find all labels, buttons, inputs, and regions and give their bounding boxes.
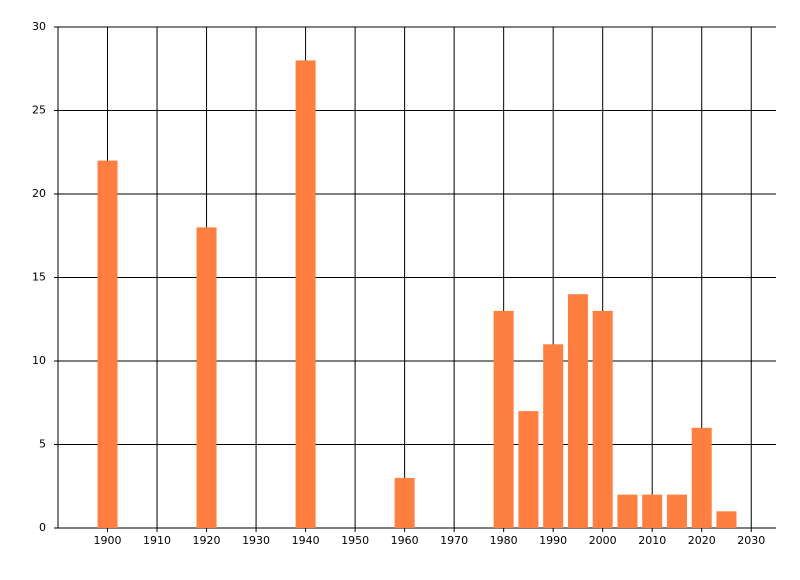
bar xyxy=(543,344,564,528)
y-tick-label: 25 xyxy=(32,104,46,117)
x-tick-label: 1960 xyxy=(391,534,419,547)
x-tick-label: 1970 xyxy=(440,534,468,547)
x-tick-label: 1940 xyxy=(292,534,320,547)
x-tick-label: 2030 xyxy=(737,534,765,547)
bar xyxy=(642,494,663,528)
bar xyxy=(394,477,415,528)
bar xyxy=(518,411,539,528)
bar xyxy=(592,310,613,528)
x-tick-label: 2000 xyxy=(589,534,617,547)
x-tick-label: 1990 xyxy=(539,534,567,547)
y-tick-label: 20 xyxy=(32,187,46,200)
x-tick-label: 1920 xyxy=(193,534,221,547)
bar xyxy=(97,160,118,528)
y-tick-label: 0 xyxy=(39,521,46,534)
bar xyxy=(666,494,687,528)
y-tick-label: 5 xyxy=(39,438,46,451)
bar xyxy=(295,60,316,529)
x-tick-label: 1900 xyxy=(94,534,122,547)
bar xyxy=(196,227,217,528)
y-tick-label: 10 xyxy=(32,354,46,367)
y-tick-label: 30 xyxy=(32,20,46,33)
x-tick-label: 1950 xyxy=(341,534,369,547)
bar xyxy=(567,294,588,528)
x-tick-label: 1930 xyxy=(242,534,270,547)
bar xyxy=(493,310,514,528)
x-tick-label: 2010 xyxy=(638,534,666,547)
x-tick-label: 1910 xyxy=(143,534,171,547)
y-tick-label: 15 xyxy=(32,271,46,284)
x-tick-label: 1980 xyxy=(490,534,518,547)
x-tick-label: 2020 xyxy=(688,534,716,547)
bar xyxy=(617,494,638,528)
bar xyxy=(691,427,712,528)
bar xyxy=(716,511,737,528)
